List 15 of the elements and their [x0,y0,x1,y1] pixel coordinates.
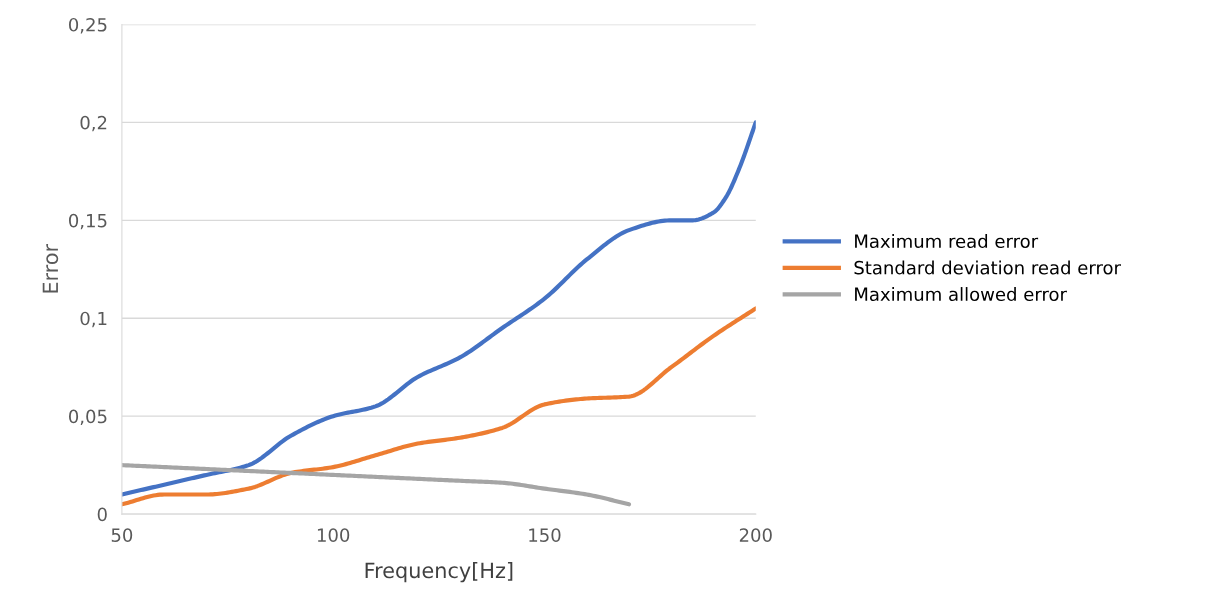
y-tick-label: 0,1 [80,311,107,328]
legend-label: Standard deviation read error [854,260,1121,275]
legend-label: Maximum allowed error [855,287,1067,302]
x-tick-label: 50 [111,528,133,542]
y-axis-title: Error [42,243,59,293]
x-axis-title: Frequency[Hz] [365,562,513,583]
x-tick-label: 150 [529,528,561,542]
y-tick-label: 0,05 [69,409,107,426]
legend-label: Maximum read error [855,234,1039,249]
y-tick-label: 0,2 [80,115,107,132]
y-tick-label: 0,15 [69,213,107,230]
x-tick-label: 100 [317,528,350,542]
y-tick-label: 0 [97,507,107,522]
x-tick-label: 200 [739,528,772,542]
y-tick-label: 0,25 [69,17,107,34]
